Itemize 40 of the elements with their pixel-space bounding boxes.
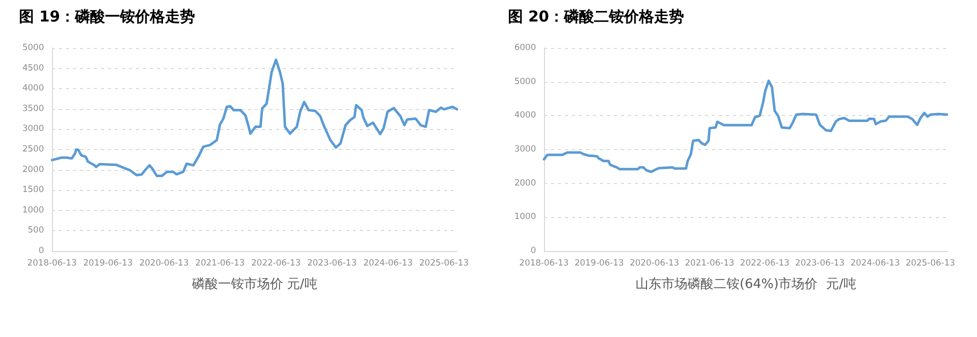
y-tick-label: 1000	[22, 205, 44, 216]
y-tick-label: 3000	[22, 124, 44, 134]
chart-title: 图 20：磷酸二铵价格走势	[508, 8, 684, 26]
y-tick-label: 1500	[22, 185, 44, 196]
chart-title: 图 19：磷酸一铵价格走势	[19, 8, 196, 26]
y-tick-label: 0	[530, 246, 536, 256]
x-tick-label: 2021-06-13	[684, 258, 734, 268]
y-tick-label: 6000	[514, 43, 536, 53]
x-tick-label: 2025-06-13	[906, 258, 956, 268]
x-tick-label: 2024-06-13	[850, 258, 900, 268]
y-tick-label: 500	[28, 226, 44, 236]
x-tick-label: 2021-06-13	[195, 258, 245, 268]
x-tick-label: 2024-06-13	[363, 258, 413, 268]
x-axis-title: 山东市场磷酸二铵(64%)市场价 元/吨	[636, 277, 856, 292]
y-tick-label: 1000	[514, 212, 536, 222]
y-tick-label: 3000	[514, 144, 536, 154]
x-tick-label: 2019-06-13	[574, 258, 624, 268]
x-tick-label: 2018-06-13	[27, 258, 77, 268]
x-tick-label: 2020-06-13	[630, 258, 680, 268]
x-tick-label: 2023-06-13	[795, 258, 845, 268]
x-tick-label: 2022-06-13	[251, 258, 301, 268]
y-tick-label: 2000	[514, 178, 536, 188]
y-tick-label: 0	[38, 246, 44, 256]
x-tick-label: 2023-06-13	[307, 258, 357, 268]
y-tick-label: 4500	[22, 63, 44, 74]
y-tick-label: 4000	[514, 110, 536, 121]
x-tick-label: 2022-06-13	[740, 258, 790, 268]
x-tick-label: 2019-06-13	[83, 258, 133, 268]
line-series	[50, 58, 458, 178]
y-tick-label: 3500	[22, 104, 44, 114]
x-tick-label: 2020-06-13	[139, 258, 189, 268]
y-tick-label: 5000	[514, 76, 536, 87]
x-axis-title: 磷酸一铵市场价 元/吨	[190, 277, 318, 292]
y-tick-label: 4000	[22, 84, 44, 94]
x-tick-label: 2025-06-13	[419, 258, 469, 268]
y-tick-label: 2500	[22, 144, 44, 154]
x-tick-label: 2018-06-13	[519, 258, 569, 268]
y-tick-label: 5000	[22, 43, 44, 53]
line-series	[542, 80, 948, 174]
y-tick-label: 2000	[22, 164, 44, 175]
